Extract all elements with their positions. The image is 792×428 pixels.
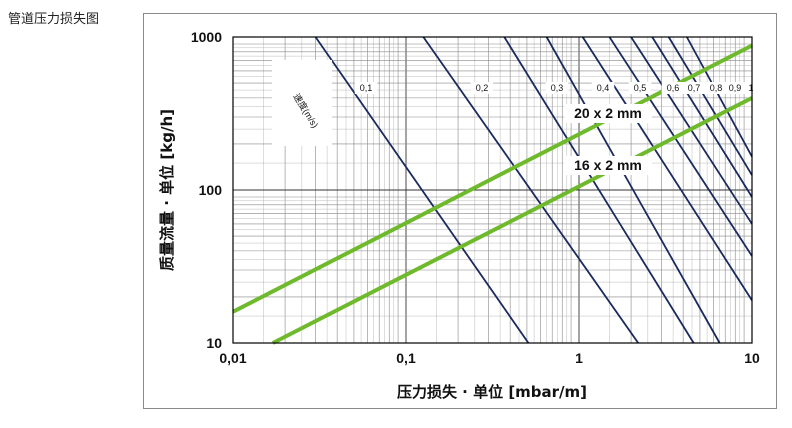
velocity-label-bg: [745, 82, 757, 94]
series-label-bg: [564, 156, 652, 175]
velocity-label-bg: [354, 82, 378, 94]
velocity-label: 0,6: [667, 83, 680, 93]
velocity-label: 0,2: [476, 83, 489, 93]
tick-labels: 0,01 0,1 1 10 10 100 1000: [191, 29, 760, 366]
velocity-line: [667, 36, 753, 176]
y-tick-label: 10: [206, 335, 222, 351]
velocity-line: [608, 36, 753, 257]
velocity-line: [581, 36, 753, 301]
series-label: 20 x 2 mm: [574, 105, 642, 121]
velocity-line: [503, 36, 695, 344]
velocity-label: 0,3: [551, 83, 564, 93]
velocity-label: 0,8: [710, 83, 723, 93]
page-title: 管道压力损失图: [8, 12, 100, 27]
x-tick-label: 0,1: [396, 350, 416, 366]
velocity-label-bg: [470, 82, 494, 94]
velocity-label: 0,1: [360, 83, 373, 93]
plot-border: [232, 36, 753, 344]
y-axis-label: 质量流量 · 单位 [kg/h]: [158, 109, 176, 271]
series-line: [271, 96, 753, 345]
velocity-line: [651, 36, 753, 198]
velocity-label-bg: [591, 82, 615, 94]
velocity-line: [422, 36, 639, 344]
velocity-label: 0,7: [688, 83, 701, 93]
velocity-label-bg: [682, 82, 706, 94]
y-tick-label: 100: [199, 182, 223, 198]
x-axis-label: 压力损失 · 单位 [mbar/m]: [397, 383, 587, 401]
velocity-label: 0,5: [634, 83, 647, 93]
velocity-line: [686, 36, 753, 158]
velocity-title-bg: [272, 60, 332, 146]
chart-labels: 0,1 0,2 0,3 0,4 0,5 0,6 0,7 0,8 0,9 1速度(m/s) 20 x …: [272, 60, 757, 175]
x-tick-label: 0,01: [219, 350, 246, 366]
x-tick-label: 10: [744, 350, 760, 366]
velocity-label: 0,9: [729, 83, 742, 93]
velocity-label-bg: [628, 82, 652, 94]
velocity-label: 0,4: [597, 83, 610, 93]
velocity-label: 1: [748, 83, 753, 93]
series-label: 16 x 2 mm: [574, 157, 642, 173]
velocity-label-bg: [723, 82, 747, 94]
velocity-line: [314, 36, 530, 344]
y-tick-label: 1000: [191, 29, 222, 45]
velocity-label-bg: [661, 82, 685, 94]
velocity-line: [545, 36, 721, 344]
velocity-label-bg: [704, 82, 728, 94]
x-tick-label: 1: [575, 350, 583, 366]
series-label-bg: [564, 104, 652, 123]
velocity-label-bg: [545, 82, 569, 94]
